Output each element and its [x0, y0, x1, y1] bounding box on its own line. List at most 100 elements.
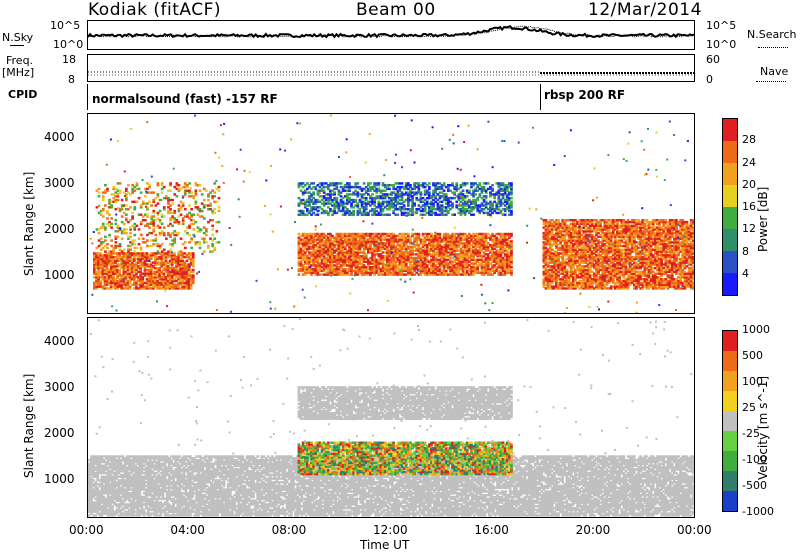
power-cell [379, 256, 383, 260]
power-cell [316, 213, 320, 216]
power-cell [191, 276, 195, 279]
power-cell [122, 230, 126, 233]
power-cell [187, 285, 191, 288]
power-cell [436, 245, 440, 249]
power-cell [211, 233, 214, 237]
power-cell [493, 266, 496, 269]
power-cell [301, 242, 305, 245]
power-cell [404, 198, 408, 202]
power-cell [553, 228, 556, 231]
power-cell [343, 269, 347, 273]
power-cell [480, 234, 484, 238]
power-cell [411, 198, 414, 202]
power-cell [508, 255, 511, 258]
power-cell [400, 245, 404, 249]
power-cell [398, 258, 402, 262]
power-cell [177, 259, 180, 263]
power-cell [127, 244, 130, 248]
power-cell [503, 208, 507, 211]
power-cell [112, 270, 115, 274]
power-cell [133, 281, 136, 285]
power-cell [335, 247, 339, 251]
power-cell [421, 266, 425, 269]
power-cell [442, 238, 446, 241]
power-cell [364, 247, 368, 251]
power-cell [164, 281, 168, 285]
power-cell [299, 242, 303, 245]
power-cell [472, 251, 475, 254]
power-cell [164, 254, 168, 257]
power-cell [162, 185, 166, 189]
power-cell [181, 217, 185, 220]
power-cell [565, 283, 569, 286]
power-cell [390, 243, 393, 247]
power-cell [131, 241, 134, 244]
power-cell [578, 257, 581, 261]
power-cell [322, 200, 326, 204]
power-cell [557, 248, 560, 251]
power-cell [544, 220, 548, 224]
power-cell [578, 281, 581, 285]
power-cell [348, 200, 351, 204]
power-cell [555, 235, 558, 239]
power-cell [324, 182, 328, 185]
power-cell [559, 226, 562, 229]
power-cell [383, 232, 387, 236]
power-cell [553, 257, 556, 261]
power-cell [501, 202, 505, 205]
power-cell [555, 250, 558, 253]
power-cell [133, 278, 136, 281]
power-cell [480, 208, 484, 211]
power-cell [169, 208, 172, 211]
power-cell [415, 234, 419, 238]
power-cell [569, 248, 573, 251]
power-cell [491, 247, 494, 251]
power-cell [164, 270, 168, 274]
power-cell [310, 240, 313, 243]
power-cell [148, 185, 151, 189]
power-cell [489, 191, 492, 194]
power-cell [348, 234, 351, 238]
power-cell [103, 281, 107, 285]
power-cell [486, 267, 490, 271]
power-cell [548, 248, 552, 251]
power-cell [474, 249, 477, 252]
power-cell [109, 279, 113, 283]
power-cell [576, 259, 579, 263]
power-cell [318, 253, 322, 256]
power-cell [451, 271, 454, 274]
power-cell [356, 211, 360, 215]
power-cell [162, 272, 166, 275]
power-cell [352, 198, 355, 202]
power-cell [576, 261, 579, 264]
power-cell [310, 247, 313, 251]
power-cell [561, 287, 565, 290]
power-cell [107, 261, 111, 264]
power-cell [415, 238, 419, 241]
power-cell [421, 260, 425, 263]
power-cell [173, 217, 177, 220]
power-cell [105, 255, 109, 259]
power-cell [580, 241, 584, 244]
power-cell [444, 209, 448, 213]
power-cell [544, 278, 548, 281]
power-cell [101, 263, 105, 266]
power-cell [557, 243, 560, 246]
power-cell [358, 271, 362, 274]
power-cell [360, 251, 364, 254]
power-cell [152, 270, 155, 274]
power-cell [480, 202, 484, 205]
power-cell [301, 191, 305, 194]
power-cell [364, 271, 368, 274]
power-cell [544, 241, 548, 244]
power-cell [447, 185, 450, 189]
power-cell [356, 240, 360, 243]
power-cell [392, 185, 395, 189]
power-cell [419, 213, 423, 216]
power-cell [122, 268, 126, 272]
power-cell [474, 253, 477, 256]
power-cell [383, 195, 387, 198]
power-cell [367, 267, 370, 271]
power-cell [369, 258, 372, 262]
power-cell [322, 209, 326, 213]
